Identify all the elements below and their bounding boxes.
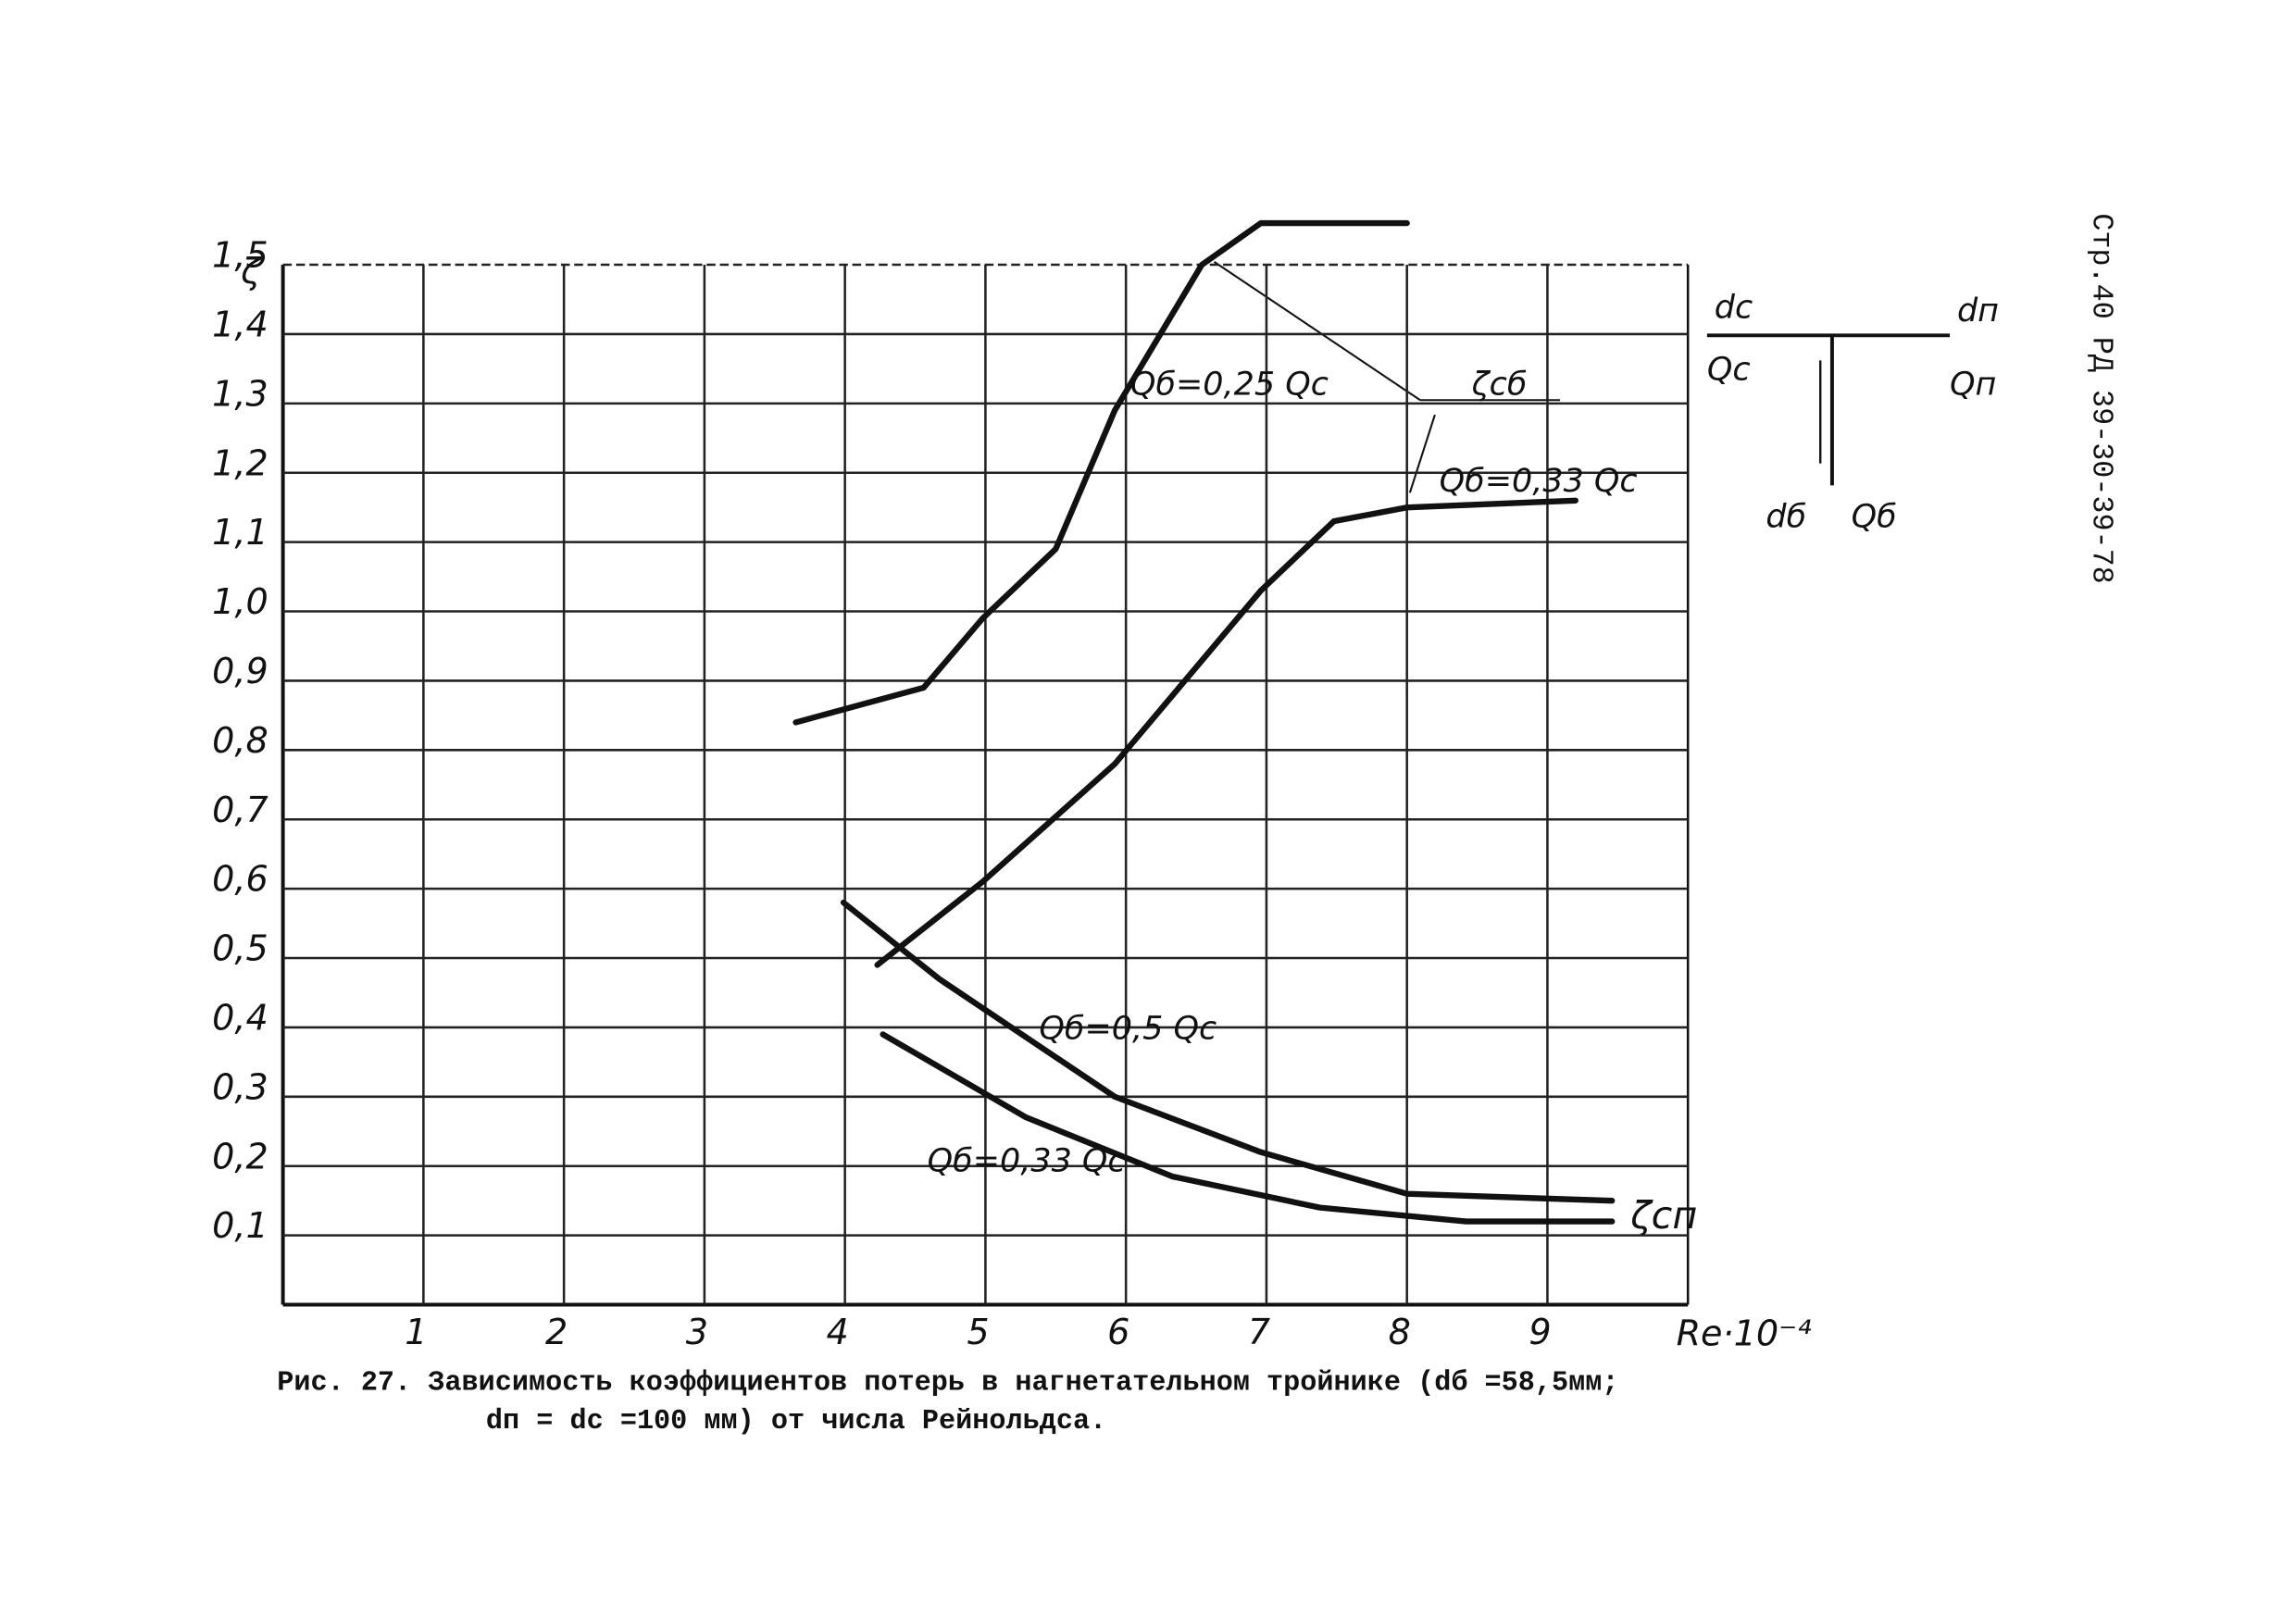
caption: dп = dс =100 мм) от числа Рейнольдса. — [486, 1406, 1106, 1438]
y-axis-label: ζ — [240, 251, 262, 292]
scheme-label: dс — [1715, 290, 1753, 327]
y-tick-label: 0,4 — [212, 997, 268, 1038]
x-axis-label: Re·10⁻⁴ — [1677, 1313, 1812, 1353]
x-tick-label: 3 — [686, 1312, 708, 1352]
curve-label: Qб=0,33 Qс — [1440, 463, 1638, 500]
y-tick-label: 1,5 — [212, 235, 268, 276]
curve — [792, 219, 1410, 726]
y-tick-label: 1,3 — [212, 373, 268, 414]
leader-line — [1408, 414, 1436, 493]
curve — [880, 1031, 1616, 1225]
y-tick-label: 0,1 — [212, 1205, 268, 1246]
curve-label: Qб=0,5 Qс — [1039, 1010, 1217, 1047]
y-tick-label: 0,2 — [212, 1136, 268, 1176]
caption: Рис. 27. Зависимость коэффициентов потер… — [277, 1368, 1618, 1400]
x-tick-label: 7 — [1248, 1312, 1270, 1352]
scheme-label: Qп — [1950, 366, 1996, 403]
y-tick-label: 1,4 — [212, 304, 268, 344]
x-tick-label: 8 — [1389, 1312, 1411, 1352]
curve-label: Qб=0,33 Qс — [928, 1142, 1126, 1179]
y-tick-label: 0,3 — [212, 1066, 268, 1107]
curve-label: Qб=0,25 Qс — [1130, 366, 1329, 403]
scheme-label: Qб — [1852, 498, 1897, 535]
curve — [840, 899, 1616, 1204]
scheme-label: Qс — [1707, 351, 1751, 388]
curve — [874, 497, 1578, 968]
y-tick-label: 0,5 — [212, 928, 268, 969]
scheme-label: dп — [1957, 292, 1999, 330]
x-tick-label: 1 — [405, 1312, 427, 1352]
leader-line — [1213, 261, 1421, 402]
y-tick-label: 0,6 — [212, 859, 268, 900]
x-tick-label: 2 — [545, 1312, 568, 1352]
y-tick-label: 0,7 — [212, 790, 268, 830]
x-tick-label: 6 — [1107, 1312, 1129, 1352]
y-tick-label: 1,0 — [212, 581, 268, 622]
x-tick-label: 9 — [1529, 1312, 1551, 1352]
x-tick-label: 5 — [967, 1312, 989, 1352]
y-tick-label: 1,2 — [212, 442, 268, 483]
x-tick-label: 4 — [827, 1312, 849, 1352]
y-tick-label: 0,9 — [212, 651, 268, 691]
y-tick-label: 1,1 — [212, 512, 268, 553]
y-tick-label: 0,8 — [212, 720, 268, 761]
tee-scheme: dс Qс dп Qп dб Qб — [1707, 290, 1999, 536]
annotation: ζсб — [1471, 366, 1528, 403]
annotation: ζсп — [1629, 1193, 1697, 1238]
scheme-label: dб — [1766, 498, 1806, 535]
side-text: Стр.40 РД 39-30-39-78 — [2084, 213, 2117, 583]
